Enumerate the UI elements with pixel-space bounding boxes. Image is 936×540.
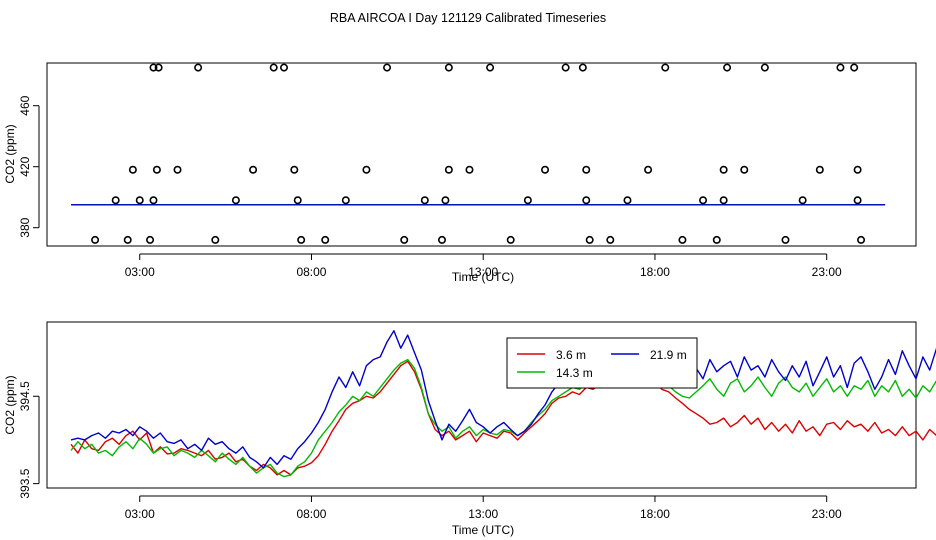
top-x-tick-label: 23:00 [812,265,842,279]
scatter-point [269,63,278,72]
top-plot-frame [46,62,917,247]
scatter-point [644,165,653,174]
scatter-point [149,63,158,72]
scatter-point [135,196,144,205]
scatter-point [146,235,155,244]
scatter-point [383,63,392,72]
scatter-point [815,165,824,174]
top-y-axis: 380 420 460 [18,95,40,238]
chart-title: RBA AIRCOA I Day 121129 Calibrated Times… [330,11,606,25]
scatter-point [441,196,450,205]
scatter-point [194,63,203,72]
scatter-point [740,165,749,174]
scatter-point [465,165,474,174]
scatter-point [249,165,258,174]
scatter-point [541,165,550,174]
scatter-point [362,165,371,174]
bottom-x-tick-label: 18:00 [640,507,670,521]
scatter-point [578,63,587,72]
series-line-red [70,360,936,476]
scatter-point [857,235,866,244]
scatter-point [231,196,240,205]
top-x-tick-label: 13:00 [468,265,498,279]
series-line-green [70,358,936,478]
scatter-point [850,63,859,72]
bottom-series-lines [70,330,936,478]
scatter-point [111,196,120,205]
scatter-point [420,196,429,205]
scatter-point [123,235,132,244]
legend-label-14-3m: 14.3 m [556,366,593,380]
top-y-axis-label: CO2 (ppm) [3,124,17,183]
scatter-point [444,63,453,72]
scatter-point [712,235,721,244]
bottom-y-tick-label: 393.5 [18,468,32,498]
top-x-tick-label: 08:00 [296,265,326,279]
scatter-point [585,235,594,244]
scatter-point [661,63,670,72]
bottom-x-tick-label: 23:00 [812,507,842,521]
scatter-point [719,196,728,205]
legend-label-21-9m: 21.9 m [650,348,687,362]
scatter-point [853,165,862,174]
scatter-point [798,196,807,205]
scatter-point [149,196,158,205]
bottom-x-axis: 03:00 08:00 13:00 18:00 23:00 [125,495,842,521]
scatter-point [341,196,350,205]
scatter-point [211,235,220,244]
bottom-x-tick-label: 03:00 [125,507,155,521]
scatter-point [297,235,306,244]
top-y-tick-label: 420 [18,156,32,176]
bottom-plot-frame [46,321,917,489]
scatter-point [719,165,728,174]
scatter-point [723,63,732,72]
scatter-point [760,63,769,72]
scatter-point [486,63,495,72]
scatter-point [699,196,708,205]
top-panel: 03:00 08:00 13:00 18:00 23:00 380 420 460 Time… [3,62,917,284]
scatter-point [279,63,288,72]
legend-box [506,337,698,389]
scatter-point [606,235,615,244]
scatter-point [321,235,330,244]
top-scatter-points [91,63,866,244]
scatter-point [152,165,161,174]
series-line-blue [70,330,936,469]
bottom-x-tick-label: 08:00 [296,507,326,521]
scatter-point [444,165,453,174]
scatter-point [678,235,687,244]
scatter-point [293,196,302,205]
top-x-tick-label: 03:00 [125,265,155,279]
scatter-point [400,235,409,244]
scatter-point [561,63,570,72]
legend-label-3-6m: 3.6 m [556,348,586,362]
top-y-tick-label: 460 [18,95,32,115]
scatter-point [582,165,591,174]
scatter-point [523,196,532,205]
bottom-panel: 03:00 08:00 13:00 18:00 23:00 393.5 394.5 Tim… [3,321,936,537]
scatter-point [506,235,515,244]
top-x-axis: 03:00 08:00 13:00 18:00 23:00 [125,253,842,279]
scatter-point [836,63,845,72]
bottom-x-tick-label: 13:00 [468,507,498,521]
scatter-point [437,235,446,244]
scatter-point [853,196,862,205]
legend: 3.6 m 21.9 m 14.3 m [506,337,698,389]
scatter-point [128,165,137,174]
scatter-point [154,63,163,72]
top-x-tick-label: 18:00 [640,265,670,279]
bottom-y-tick-label: 394.5 [18,381,32,411]
scatter-point [781,235,790,244]
scatter-point [290,165,299,174]
bottom-y-axis: 393.5 394.5 [18,381,40,499]
scatter-point [91,235,100,244]
scatter-point [582,196,591,205]
top-x-axis-label: Time (UTC) [452,270,514,284]
bottom-x-axis-label: Time (UTC) [452,523,514,537]
bottom-y-axis-label: CO2 (ppm) [3,375,17,434]
scatter-point [623,196,632,205]
top-y-tick-label: 380 [18,217,32,237]
scatter-point [173,165,182,174]
